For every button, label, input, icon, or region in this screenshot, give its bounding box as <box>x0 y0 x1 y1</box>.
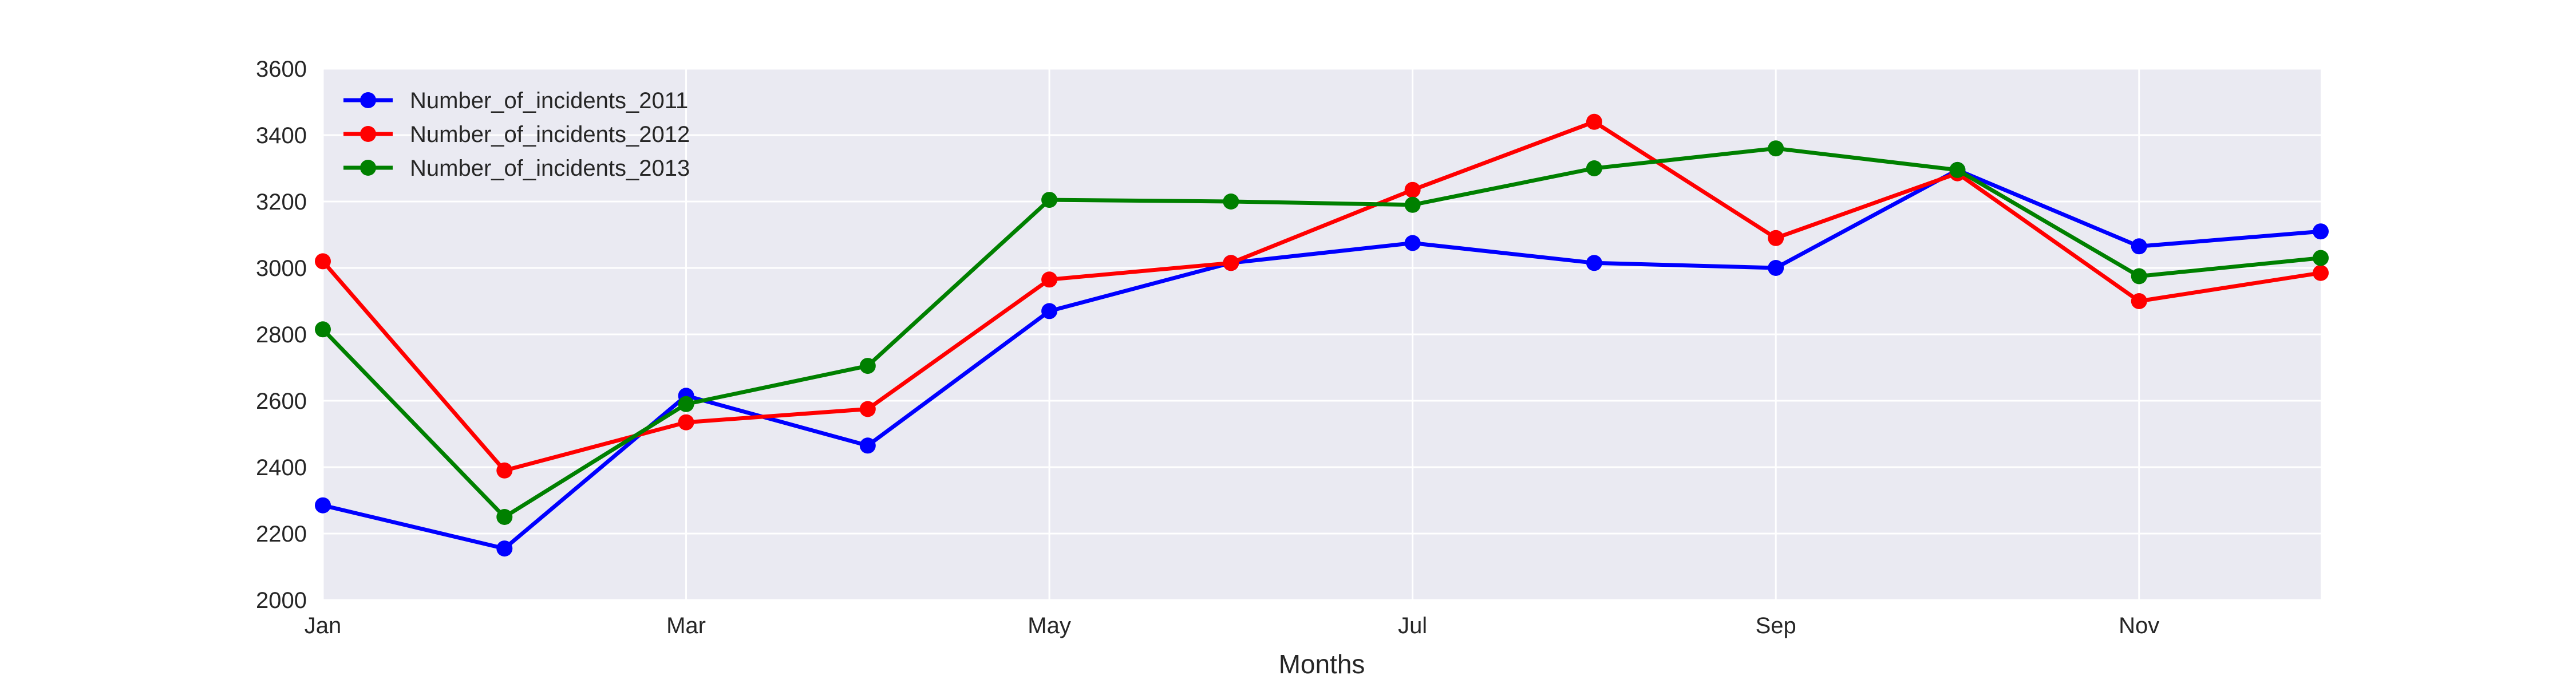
series-group <box>315 113 2329 557</box>
data-point <box>315 321 331 338</box>
y-tick-labels: 2000 2200 2400 2600 2800 3000 3200 3400 3600 <box>256 57 307 613</box>
data-point <box>2131 238 2147 255</box>
legend-entry: Number_of_incidents_2012 <box>343 122 690 147</box>
data-point <box>1768 140 1784 157</box>
data-point <box>2313 250 2329 266</box>
data-point <box>1404 196 1421 213</box>
y-tick-label: 2600 <box>256 389 307 414</box>
x-tick-label: Sep <box>1756 613 1796 638</box>
data-point <box>2131 268 2147 285</box>
x-tick-label: Jul <box>1398 613 1427 638</box>
legend-label: Number_of_incidents_2013 <box>410 156 690 181</box>
data-point <box>1586 113 1602 130</box>
y-tick-label: 3400 <box>256 123 307 148</box>
data-point <box>1223 255 1239 271</box>
legend-entry: Number_of_incidents_2013 <box>343 156 690 181</box>
data-point <box>678 396 694 412</box>
data-point <box>1768 230 1784 246</box>
data-point <box>315 497 331 514</box>
data-point <box>315 253 331 270</box>
x-tick-label: Jan <box>305 613 342 638</box>
data-point <box>1223 194 1239 210</box>
data-point <box>2313 264 2329 281</box>
legend-label: Number_of_incidents_2011 <box>410 88 688 113</box>
x-tick-label: Nov <box>2119 613 2159 638</box>
series-2 <box>315 113 2329 479</box>
legend-marker <box>360 126 376 142</box>
x-tick-label: Mar <box>666 613 706 638</box>
legend-label: Number_of_incidents_2012 <box>410 122 690 147</box>
legend-entry: Number_of_incidents_2011 <box>343 88 688 113</box>
data-point <box>1586 160 1602 176</box>
y-tick-label: 3600 <box>256 57 307 82</box>
data-point <box>1041 271 1058 288</box>
series-line <box>321 146 2321 519</box>
y-tick-label: 2200 <box>256 522 307 547</box>
data-point <box>2313 223 2329 240</box>
data-point <box>2131 293 2147 309</box>
data-point <box>1041 192 1058 208</box>
y-tick-label: 2800 <box>256 322 307 348</box>
data-point <box>1404 181 1421 198</box>
series-3 <box>315 140 2329 525</box>
data-point <box>859 437 876 454</box>
y-tick-label: 3200 <box>256 189 307 215</box>
data-point <box>1404 235 1421 251</box>
legend-marker <box>360 92 376 108</box>
legend-marker <box>360 160 376 176</box>
data-point <box>496 509 513 525</box>
series-line <box>321 120 2321 473</box>
data-point <box>496 540 513 557</box>
data-point <box>1768 260 1784 276</box>
data-point <box>678 414 694 431</box>
y-tick-label: 3000 <box>256 256 307 281</box>
data-point <box>1041 303 1058 319</box>
y-tick-label: 2400 <box>256 455 307 480</box>
data-point <box>1949 161 1966 178</box>
data-point <box>859 401 876 417</box>
data-point <box>496 462 513 479</box>
x-tick-labels: Jan Mar May Jul Sep Nov <box>305 613 2160 638</box>
data-point <box>859 358 876 374</box>
x-axis-title: Months <box>1279 649 1365 679</box>
x-tick-label: May <box>1028 613 1071 638</box>
legend: Number_of_incidents_2011 Number_of_incide… <box>343 88 690 181</box>
data-point <box>1586 255 1602 271</box>
y-tick-label: 2000 <box>256 588 307 613</box>
